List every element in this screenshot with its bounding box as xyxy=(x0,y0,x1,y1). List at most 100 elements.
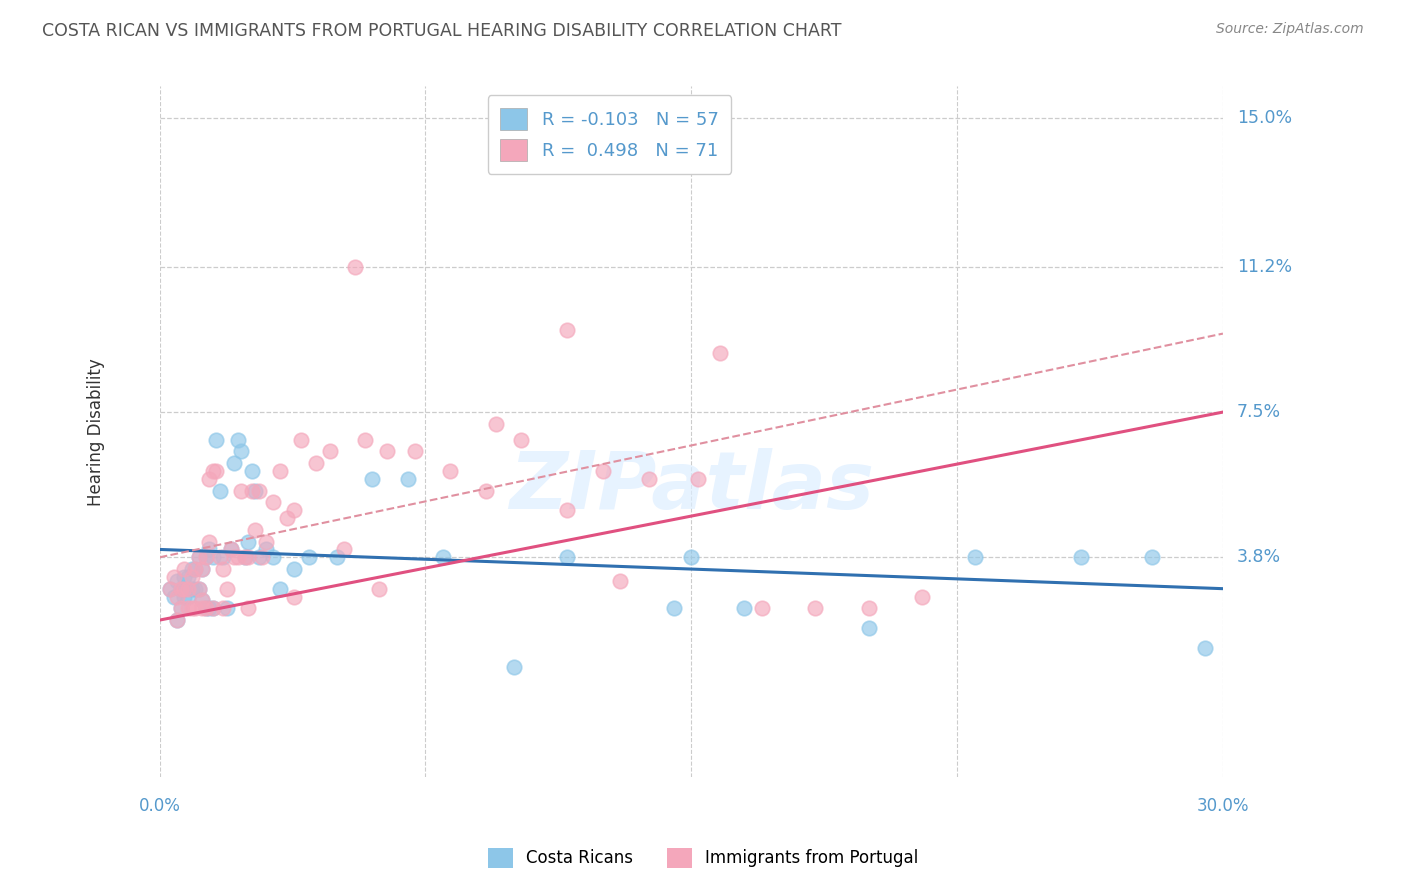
Point xyxy=(283,503,305,517)
Point xyxy=(238,601,260,615)
Point xyxy=(439,464,461,478)
Point xyxy=(187,550,209,565)
Point xyxy=(247,550,270,565)
Text: 0.0%: 0.0% xyxy=(139,797,180,814)
Point xyxy=(269,464,291,478)
Point xyxy=(201,601,224,615)
Point xyxy=(804,601,827,615)
Point xyxy=(240,464,263,478)
Point xyxy=(858,621,880,635)
Legend: R = -0.103   N = 57, R =  0.498   N = 71: R = -0.103 N = 57, R = 0.498 N = 71 xyxy=(488,95,731,174)
Point xyxy=(219,542,242,557)
Point xyxy=(224,550,246,565)
Point xyxy=(173,570,195,584)
Point xyxy=(212,550,235,565)
Point xyxy=(1070,550,1092,565)
Point xyxy=(166,613,188,627)
Point xyxy=(304,456,326,470)
Point xyxy=(191,593,214,607)
Point xyxy=(198,542,221,557)
Legend: Costa Ricans, Immigrants from Portugal: Costa Ricans, Immigrants from Portugal xyxy=(481,841,925,875)
Point xyxy=(555,503,578,517)
Point xyxy=(194,601,217,615)
Point xyxy=(226,433,249,447)
Point xyxy=(503,660,526,674)
Text: 11.2%: 11.2% xyxy=(1237,258,1292,276)
Point xyxy=(205,433,228,447)
Point xyxy=(252,550,274,565)
Point xyxy=(432,550,454,565)
Point xyxy=(163,570,186,584)
Text: Hearing Disability: Hearing Disability xyxy=(87,358,105,506)
Point xyxy=(375,444,398,458)
Point xyxy=(254,542,277,557)
Point xyxy=(180,582,202,596)
Point xyxy=(858,601,880,615)
Point xyxy=(368,582,391,596)
Point xyxy=(354,433,377,447)
Point xyxy=(555,323,578,337)
Point xyxy=(404,444,426,458)
Point xyxy=(198,601,221,615)
Point xyxy=(290,433,312,447)
Point xyxy=(194,550,217,565)
Point xyxy=(184,562,207,576)
Point xyxy=(180,570,202,584)
Point xyxy=(637,472,659,486)
Point xyxy=(609,574,631,588)
Point xyxy=(396,472,419,486)
Point xyxy=(170,601,193,615)
Point xyxy=(198,472,221,486)
Point xyxy=(485,417,508,431)
Point xyxy=(231,483,253,498)
Point xyxy=(238,550,260,565)
Point xyxy=(191,562,214,576)
Point xyxy=(191,593,214,607)
Point xyxy=(326,550,349,565)
Point xyxy=(177,601,200,615)
Point xyxy=(233,550,256,565)
Point xyxy=(177,590,200,604)
Point xyxy=(173,582,195,596)
Point xyxy=(194,601,217,615)
Point xyxy=(733,601,755,615)
Point xyxy=(283,562,305,576)
Point xyxy=(212,562,235,576)
Point xyxy=(180,562,202,576)
Point xyxy=(166,613,188,627)
Point xyxy=(245,483,267,498)
Point xyxy=(226,550,249,565)
Point xyxy=(709,346,731,360)
Point xyxy=(184,582,207,596)
Point xyxy=(254,534,277,549)
Text: 3.8%: 3.8% xyxy=(1237,549,1281,566)
Point xyxy=(173,582,195,596)
Point xyxy=(276,511,298,525)
Point xyxy=(191,601,214,615)
Text: 7.5%: 7.5% xyxy=(1237,403,1281,421)
Point xyxy=(555,550,578,565)
Point xyxy=(201,464,224,478)
Point xyxy=(173,562,195,576)
Point xyxy=(751,601,773,615)
Point xyxy=(198,534,221,549)
Point xyxy=(212,601,235,615)
Point xyxy=(319,444,342,458)
Point xyxy=(238,534,260,549)
Point xyxy=(240,483,263,498)
Point xyxy=(247,483,270,498)
Point xyxy=(201,550,224,565)
Point xyxy=(170,582,193,596)
Point xyxy=(205,464,228,478)
Text: COSTA RICAN VS IMMIGRANTS FROM PORTUGAL HEARING DISABILITY CORRELATION CHART: COSTA RICAN VS IMMIGRANTS FROM PORTUGAL … xyxy=(42,22,842,40)
Point xyxy=(681,550,703,565)
Point xyxy=(283,590,305,604)
Point xyxy=(343,260,366,274)
Point xyxy=(510,433,533,447)
Point xyxy=(187,582,209,596)
Point xyxy=(592,464,614,478)
Point xyxy=(159,582,181,596)
Point xyxy=(688,472,710,486)
Point xyxy=(187,582,209,596)
Point xyxy=(170,582,193,596)
